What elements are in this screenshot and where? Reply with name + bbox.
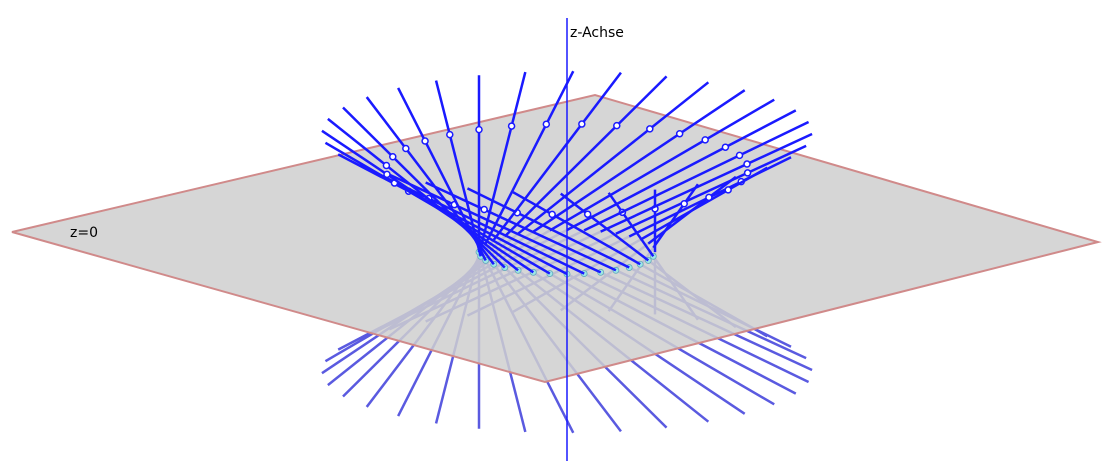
line-point bbox=[578, 120, 586, 128]
line-point bbox=[743, 169, 752, 177]
line-point bbox=[475, 125, 483, 134]
line-point bbox=[675, 129, 684, 138]
upper-line bbox=[321, 129, 535, 274]
upper-line bbox=[466, 187, 630, 269]
line-point bbox=[480, 205, 488, 214]
upper-line bbox=[434, 80, 482, 257]
upper-line bbox=[397, 87, 487, 261]
upper-lines bbox=[321, 70, 813, 276]
upper-line bbox=[566, 109, 797, 232]
upper-line bbox=[425, 181, 617, 272]
upper-line bbox=[652, 183, 699, 249]
line-point bbox=[548, 210, 556, 219]
plane bbox=[11, 93, 1102, 384]
plane-label: z=0 bbox=[70, 225, 98, 241]
line-point bbox=[613, 121, 621, 130]
axis-label: z-Achse bbox=[570, 25, 624, 41]
line-point bbox=[383, 170, 391, 179]
upper-line bbox=[492, 71, 622, 241]
upper-line bbox=[517, 81, 710, 235]
line-point bbox=[446, 130, 454, 139]
line-point bbox=[646, 125, 654, 133]
upper-line bbox=[484, 70, 575, 245]
upper-line bbox=[327, 117, 519, 272]
line-point bbox=[735, 151, 744, 160]
line-point bbox=[743, 160, 751, 168]
line-point bbox=[507, 122, 516, 130]
line-point bbox=[701, 136, 709, 144]
upper-line bbox=[615, 144, 807, 235]
upper-line bbox=[639, 166, 768, 241]
line-point bbox=[421, 137, 429, 145]
line-point bbox=[389, 153, 397, 161]
line-point bbox=[705, 193, 713, 202]
line-point bbox=[402, 144, 410, 153]
line-point bbox=[721, 143, 730, 151]
upper-line bbox=[512, 191, 641, 266]
line-point bbox=[542, 120, 551, 128]
upper-line bbox=[479, 71, 527, 249]
upper-line bbox=[503, 75, 668, 238]
upper-line bbox=[583, 120, 810, 232]
line-point bbox=[583, 210, 592, 218]
upper-line bbox=[600, 132, 813, 233]
line-point bbox=[680, 199, 688, 208]
upper-line bbox=[549, 98, 775, 232]
line-point bbox=[382, 161, 391, 170]
line-point bbox=[724, 186, 732, 194]
upper-line bbox=[532, 89, 746, 233]
